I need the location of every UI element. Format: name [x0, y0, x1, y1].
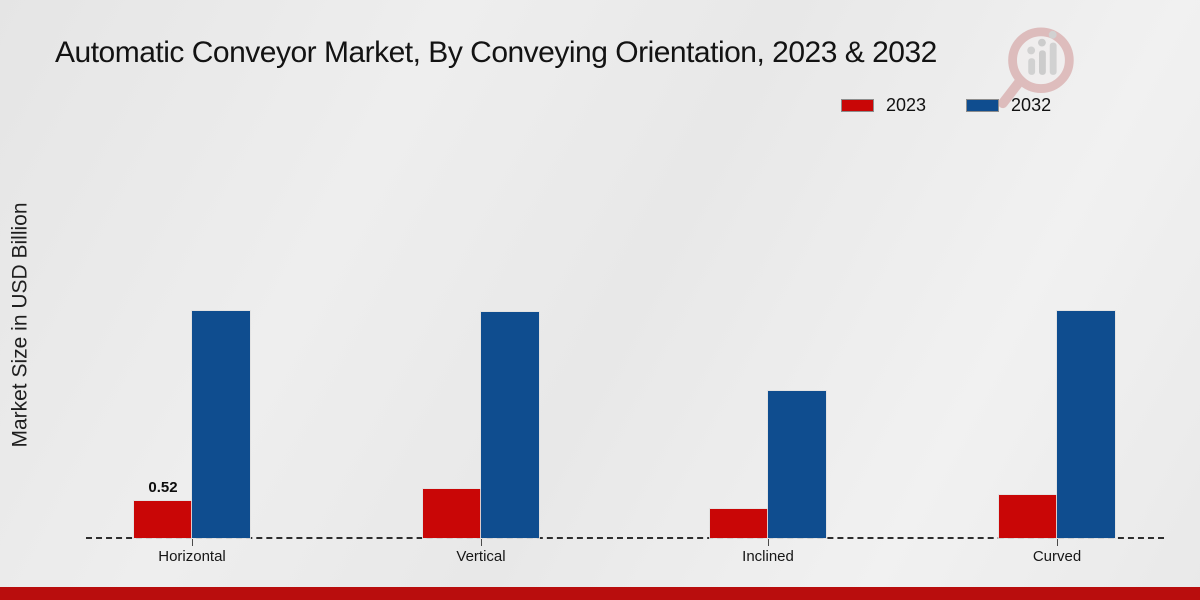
legend-swatch-2032	[966, 99, 1000, 112]
legend-label-2032: 2032	[1011, 95, 1052, 115]
legend-swatch-2023	[841, 99, 874, 112]
bar-2032-curved	[1056, 310, 1116, 539]
x-axis-baseline	[86, 537, 1164, 539]
magnifier-bar-chart-logo-icon	[997, 27, 1074, 109]
bar-2023-curved	[998, 494, 1058, 539]
bar-2023-vertical	[422, 488, 482, 539]
x-axis-category-label-vertical: Vertical	[456, 548, 506, 565]
legend: 2023 2032	[841, 95, 1051, 116]
x-axis-tick-vertical	[481, 539, 482, 546]
bar-2032-horizontal	[191, 310, 251, 539]
bar-2032-inclined	[767, 390, 827, 539]
legend-item-2023: 2023	[841, 95, 926, 116]
footer-accent-band	[0, 587, 1200, 600]
legend-item-2032: 2032	[966, 95, 1051, 116]
bar-2023-horizontal	[133, 500, 193, 539]
x-axis-category-label-curved: Curved	[1032, 548, 1082, 565]
x-axis-tick-curved	[1057, 539, 1058, 546]
x-axis-tick-inclined	[768, 539, 769, 546]
bar-value-label-2023-horizontal: 0.52	[148, 478, 178, 496]
x-axis-tick-horizontal	[192, 539, 193, 546]
bar-2032-vertical	[480, 311, 540, 539]
x-axis-category-label-horizontal: Horizontal	[158, 548, 226, 565]
x-axis-category-label-inclined: Inclined	[742, 548, 794, 565]
chart-title: Automatic Conveyor Market, By Conveying …	[55, 36, 937, 69]
legend-label-2023: 2023	[886, 95, 927, 115]
bar-2023-inclined	[709, 508, 769, 539]
